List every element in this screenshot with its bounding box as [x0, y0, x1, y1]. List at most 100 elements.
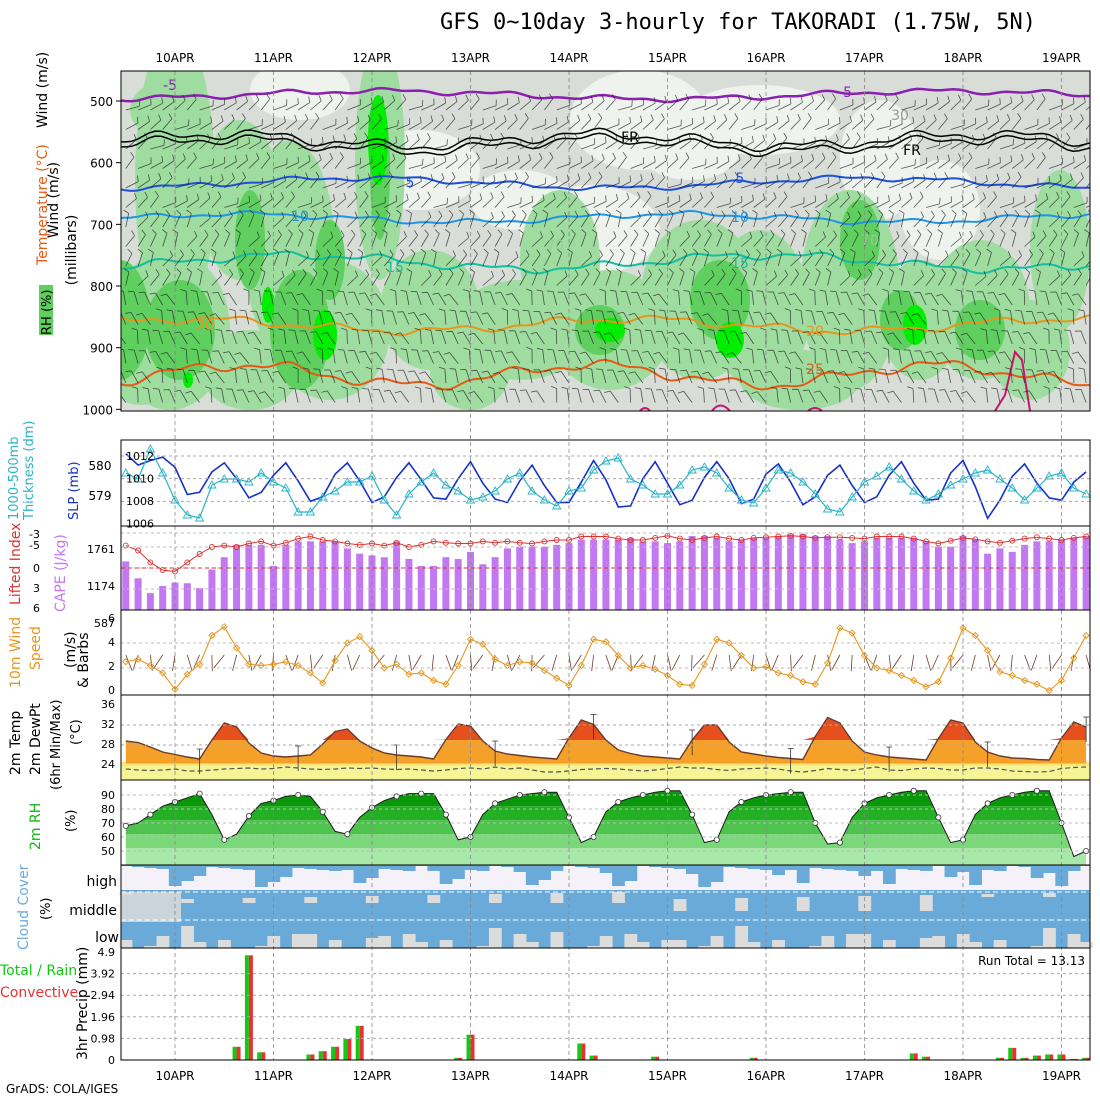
axis-label-slp: SLP (mb) [67, 461, 82, 520]
thickness-point [490, 486, 500, 495]
thickness-point [391, 510, 402, 519]
precip-total-bar [454, 1057, 459, 1060]
precip-total-bar [306, 1054, 311, 1060]
lifted-index-point [245, 540, 252, 547]
cape-bar [467, 551, 474, 610]
precip-total-bar [318, 1051, 323, 1060]
precip-conv-bar [753, 1057, 758, 1060]
cloud-low-bar [772, 940, 785, 948]
precip-total-bar [1057, 1054, 1062, 1060]
wind-speed-point [848, 629, 856, 637]
thickness-point [527, 486, 537, 495]
cloud-high-bar [353, 866, 367, 883]
cape-bar [577, 539, 585, 610]
thickness-point [514, 468, 525, 477]
precip-tick-label: 0.98 [91, 1032, 116, 1045]
cape-bar [356, 553, 364, 610]
date-label-top: 12APR [352, 51, 391, 65]
date-label-top: 13APR [451, 51, 490, 65]
wind-speed-point [934, 678, 943, 686]
cape-bar [553, 544, 561, 610]
wind-speed-point [676, 680, 684, 688]
axis-label-lifted-index: Lifted Index [8, 523, 24, 605]
thickness-point [773, 465, 784, 474]
date-label-top: 19APR [1042, 51, 1081, 65]
cloud-high-bar [612, 866, 625, 886]
cloud-high-bar [156, 866, 170, 869]
precip-conv-bar [1024, 1057, 1029, 1060]
lifted-index-point [689, 537, 696, 543]
wind-speed-line [125, 626, 1087, 692]
cloud-high-bar [772, 866, 785, 875]
slp-tick-label: 1010 [126, 473, 154, 486]
lifted-index-point [479, 538, 486, 545]
cape-bar [688, 536, 696, 610]
cloud-high-bar [575, 866, 588, 867]
thickness-point [613, 453, 624, 462]
rh-wet-area [235, 190, 265, 290]
contour-30 [994, 349, 1031, 411]
cape-bar [331, 541, 339, 610]
lifted-index-point [307, 533, 314, 540]
cloud-high-bar [205, 866, 219, 867]
lifted-index-point [221, 542, 228, 549]
cloud-high-bar [685, 866, 699, 874]
lifted-index-point [1021, 535, 1028, 542]
cape-bar [183, 583, 191, 610]
lifted-index-point [282, 539, 289, 546]
thickness-point [244, 477, 254, 486]
thickness-point [1044, 471, 1054, 480]
cloud-low-bar [698, 946, 712, 948]
run-total-label: Run Total = 13.13 [978, 954, 1085, 968]
slp-line [125, 453, 1087, 521]
cloud-high-bar [735, 866, 749, 868]
dewpoint-line [125, 766, 1087, 773]
lifted-index-point [947, 537, 954, 544]
base-band [121, 762, 1090, 766]
thickness-point [194, 513, 205, 522]
lifted-index-point [1046, 535, 1053, 542]
axis-label-windunit: Wind (m/s) [35, 52, 51, 128]
cloud-middle-bar [612, 892, 625, 903]
lifted-index-point [627, 537, 634, 543]
cape-bar [602, 539, 610, 610]
cloud-low-bar [1030, 946, 1044, 948]
credit-label: GrADS: COLA/IGES [6, 1082, 119, 1096]
cloud-high-bar [846, 866, 859, 871]
lifted-index-point [492, 539, 499, 546]
cloud-low-bar [673, 940, 687, 948]
lifted-index-point [184, 559, 191, 566]
rh-point [147, 811, 154, 818]
rh-wet-area [315, 220, 345, 300]
contour-label: 5 [736, 171, 745, 187]
temp-minmax-bar [787, 748, 794, 774]
rh-wet-area [690, 260, 750, 340]
cloud-high-bar [218, 866, 231, 868]
rh-point [689, 811, 696, 818]
cloud-low-bar [402, 934, 416, 948]
lifted-index-point [935, 540, 942, 547]
rh-tick-label: 70 [101, 817, 115, 830]
axis-label-thickness-unit: Thickness (dm) [22, 421, 37, 521]
rh-tick-label: 50 [101, 845, 115, 858]
cloud-high-bar [390, 866, 404, 870]
temp-minmax-bar [1083, 716, 1090, 742]
y-tick-label: 900 [90, 342, 113, 356]
slp-tick-label: 1008 [126, 495, 154, 508]
cloud-low-bar [932, 936, 946, 948]
lifted-index-point [713, 533, 720, 540]
cloud-middle-bar [796, 897, 810, 911]
rh-point [615, 799, 622, 806]
cape-bar [405, 558, 413, 610]
thickness-point [687, 465, 697, 474]
cloud-high-bar [796, 866, 810, 883]
cloud-low-bar [218, 940, 231, 948]
cloud-high-bar [476, 866, 490, 871]
lifted-index-point [516, 539, 523, 546]
precip-total-bar [343, 1039, 348, 1060]
cape-bar [122, 561, 130, 610]
precip-total-bar [355, 1025, 360, 1060]
contour-freezing-2 [121, 132, 1090, 158]
precip-total-bar [651, 1056, 656, 1060]
